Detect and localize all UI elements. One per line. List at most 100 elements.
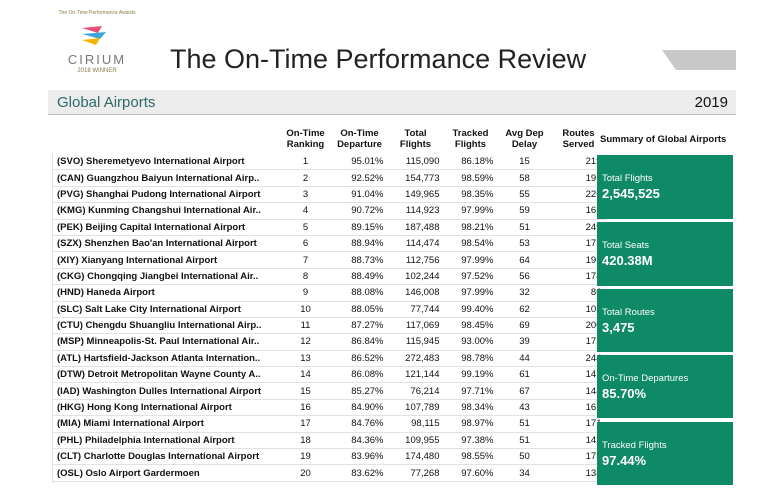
cell: 98.55% [443, 448, 498, 466]
cell: 98.21% [443, 219, 498, 236]
cell: 88.08% [331, 284, 388, 302]
airport-name: (SVO) Sheremetyevo International Airport [52, 154, 280, 171]
airport-name: (SLC) Salt Lake City International Airpo… [52, 301, 280, 318]
airport-name: (XIY) Xianyang International Airport [52, 251, 280, 269]
cell: 102,244 [387, 268, 444, 286]
cell: 85.27% [331, 382, 388, 400]
subtitle: Global Airports [57, 94, 156, 111]
column-header: Routes Served [562, 128, 595, 150]
table-row: (CTU) Chengdu Shuangliu International Ai… [52, 317, 606, 335]
card-value: 3,475 [602, 319, 635, 335]
decor-tab [662, 50, 736, 70]
cell: 86 [551, 284, 606, 302]
cell: 141 [551, 366, 606, 384]
cell: 195 [551, 251, 606, 269]
card-label: Total Seats [602, 240, 649, 251]
cell: 244 [551, 350, 606, 368]
cell: 83.62% [331, 464, 388, 482]
column-header: Tracked Flights [452, 128, 489, 150]
cell: 50 [497, 448, 552, 466]
table-row: (SZX) Shenzhen Bao'an International Airp… [52, 235, 606, 253]
cell: 117,069 [387, 317, 444, 335]
card-label: On-Time Departures [602, 372, 689, 384]
table-row: (HKG) Hong Kong International Airport 16 8… [52, 399, 606, 417]
table-row: (ATL) Hartsfield-Jackson Atlanta Interna… [52, 350, 606, 368]
cell: 219 [551, 154, 606, 171]
cell: 97.99% [443, 284, 498, 302]
cell: 67 [497, 382, 552, 400]
column-header [53, 128, 280, 154]
cell: 15 [279, 382, 332, 400]
table-row: (XIY) Xianyang International Airport 7 88.… [52, 251, 606, 269]
cell: 121,144 [387, 366, 444, 384]
airport-name: (PHL) Philadelphia International Airport [52, 432, 280, 450]
cell: 86.84% [331, 333, 388, 351]
cell: 51 [497, 415, 552, 433]
airport-name: (MSP) Minneapolis-St. Paul International… [52, 333, 280, 351]
cell: 20 [279, 464, 332, 482]
table-row: (MSP) Minneapolis-St. Paul International… [52, 333, 606, 351]
cell: 97.99% [443, 251, 498, 269]
cell: 15 [497, 154, 552, 171]
card-value: 420.38M [602, 253, 653, 268]
airport-name: (DTW) Detroit Metropolitan Wayne County … [52, 366, 280, 384]
cell: 98.45% [443, 317, 498, 335]
table-row: (CKG) Chongqing Jiangbei International A… [52, 268, 606, 286]
cell: 200 [551, 317, 606, 335]
cell: 3 [279, 186, 332, 204]
airport-name: (CTU) Chengdu Shuangliu International Ai… [52, 317, 280, 335]
summary-card: Total Flights 2,545,525 [597, 155, 733, 219]
cell: 84.36% [331, 432, 388, 450]
cell: 112,756 [387, 251, 444, 269]
cell: 167 [551, 399, 606, 417]
cell: 56 [497, 268, 552, 286]
table-row: (PHL) Philadelphia International Airport… [52, 432, 606, 450]
cell: 13 [279, 350, 332, 368]
cell: 43 [497, 399, 552, 417]
airport-name: (IAD) Washington Dulles International Ai… [52, 382, 280, 400]
column-header: On-Time Departure [337, 128, 382, 150]
logo-winner: 2018 WINNER [77, 68, 117, 74]
cell: 97.99% [443, 202, 498, 220]
airport-name: (KMG) Kunming Changshui International Ai… [52, 202, 280, 220]
airport-name: (OSL) Oslo Airport Gardermoen [52, 464, 280, 482]
cell: 83.96% [331, 448, 388, 466]
cell: 39 [497, 333, 552, 351]
cell: 142 [551, 432, 606, 450]
airport-name: (PVG) Shanghai Pudong International Airp… [52, 186, 280, 204]
table-row: (SVO) Sheremetyevo International Airport… [52, 154, 606, 171]
airport-name: (CLT) Charlotte Douglas International Ai… [52, 448, 280, 466]
cell: 107,789 [387, 399, 444, 417]
cell: 86.08% [331, 366, 388, 384]
cell: 191 [551, 169, 606, 187]
cell: 44 [497, 350, 552, 368]
cell: 97.60% [443, 464, 498, 482]
cell: 187,488 [387, 219, 444, 236]
cell: 84.76% [331, 415, 388, 433]
cell: 249 [551, 219, 606, 236]
cell: 98.35% [443, 186, 498, 204]
cell: 174,480 [387, 448, 444, 466]
card-value: 97.44% [602, 452, 647, 468]
cell: 61 [497, 366, 552, 384]
column-header: Total Flights [399, 128, 432, 150]
table-row: (CAN) Guangzhou Baiyun International Air… [52, 169, 606, 187]
airport-name: (HKG) Hong Kong International Airport [52, 399, 280, 417]
cell: 272,483 [387, 350, 444, 368]
cell: 88.73% [331, 251, 388, 269]
airport-name: (PEK) Beijing Capital International Airp… [52, 219, 280, 236]
table-row: (OSL) Oslo Airport Gardermoen 20 83.62% 77,… [52, 464, 606, 482]
cell: 11 [279, 317, 332, 335]
cell: 19 [279, 448, 332, 466]
cell: 14 [279, 366, 332, 384]
cell: 9 [279, 284, 332, 302]
cell: 98.59% [443, 169, 498, 187]
airport-name: (MIA) Miami International Airport [52, 415, 280, 433]
cell: 149,965 [387, 186, 444, 204]
cell: 6 [279, 235, 332, 253]
cell: 64 [497, 251, 552, 269]
column-header: Avg Dep Delay [505, 128, 544, 150]
cell: 138 [551, 464, 606, 482]
cell: 32 [497, 284, 552, 302]
cell: 51 [497, 219, 552, 236]
